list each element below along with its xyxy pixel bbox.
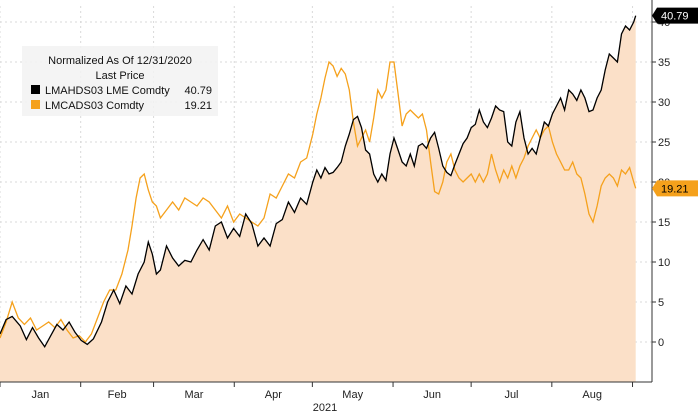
y-tick-label: 5	[658, 297, 664, 309]
series-line-lmcads03	[0, 60, 637, 343]
line-layer	[0, 15, 637, 349]
y-tick-label: 0	[658, 337, 664, 349]
x-tick-label: Apr	[265, 389, 282, 401]
y-tick-label: 15	[658, 217, 670, 229]
lmcads03-last-value-badge	[652, 180, 698, 197]
x-tick-label: Jan	[31, 389, 49, 401]
legend-label-lmcads03: LMCADS03 Comdty	[45, 100, 145, 112]
series-area-lmahds03	[0, 15, 636, 382]
y-tick-label: 10	[658, 257, 670, 269]
legend-swatch-lmahds03	[31, 85, 40, 94]
series-line-lmahds03	[0, 15, 637, 349]
x-tick-label: Feb	[108, 389, 127, 401]
y-tick-label: 30	[658, 97, 670, 109]
legend-value-lmahds03: 40.79	[184, 85, 212, 97]
y-tick-label: 35	[658, 57, 670, 69]
legend-background	[22, 46, 218, 116]
legend-swatch-lmcads03	[31, 100, 40, 109]
legend-subtitle: Last Price	[96, 70, 145, 82]
x-tick-label: Jul	[504, 389, 518, 401]
x-tick-label: Mar	[184, 389, 203, 401]
badge-layer: 40.79 19.21	[652, 7, 698, 197]
legend: Normalized As Of 12/31/2020 Last Price L…	[22, 46, 218, 116]
legend-label-lmahds03: LMAHDS03 LME Comdty	[45, 85, 170, 97]
lmahds03-last-value-badge-text: 40.79	[661, 11, 689, 23]
axis-layer: 0510152025303540JanFebMarAprMayJunJulAug…	[0, 0, 670, 414]
x-tick-label: Aug	[582, 389, 602, 401]
y-tick-label: 25	[658, 137, 670, 149]
x-tick-label: Jun	[423, 389, 441, 401]
area-layer	[0, 15, 636, 382]
legend-title: Normalized As Of 12/31/2020	[48, 55, 192, 67]
lmcads03-last-value-badge-text: 19.21	[661, 183, 689, 195]
lmahds03-last-value-badge	[652, 7, 698, 24]
x-year-label: 2021	[313, 402, 337, 414]
x-tick-label: May	[342, 389, 363, 401]
legend-value-lmcads03: 19.21	[184, 100, 212, 112]
